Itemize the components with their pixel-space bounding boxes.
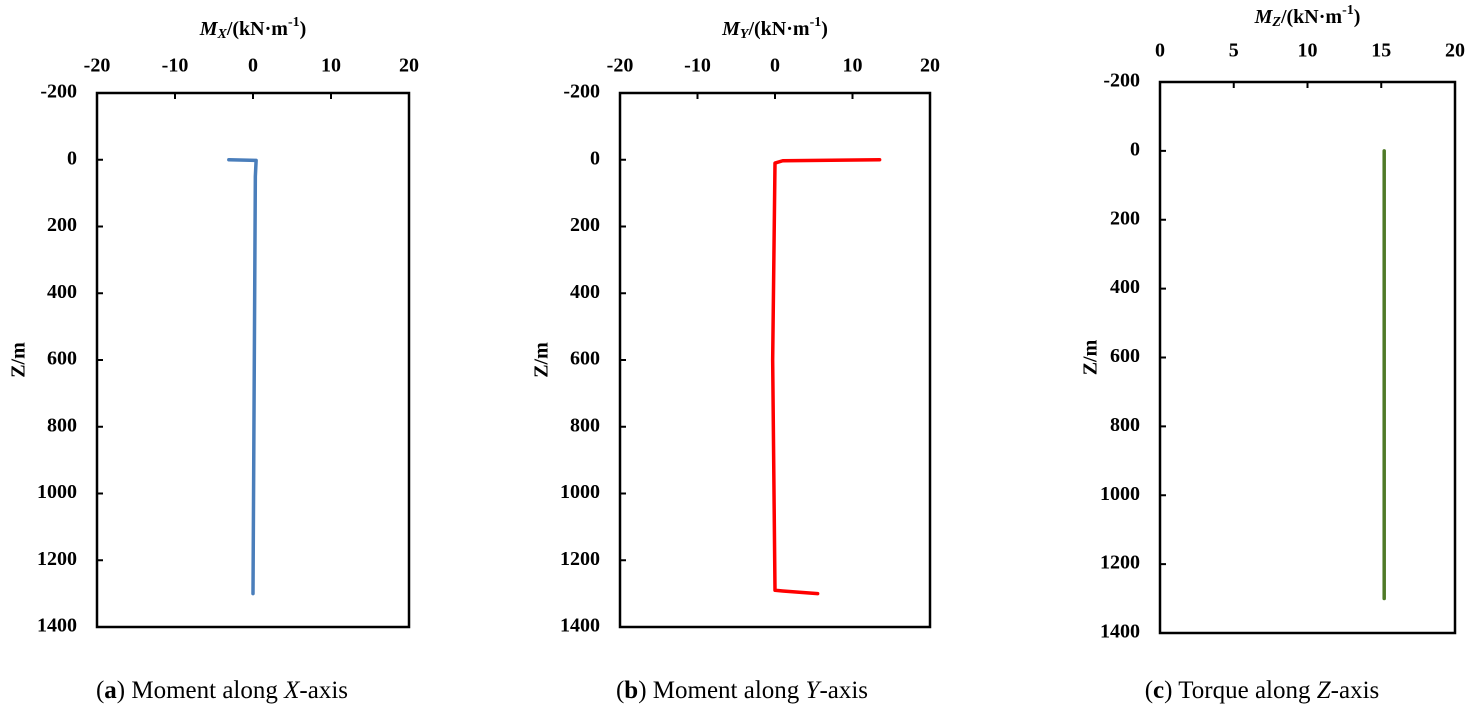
y-tick-label: 200 [47,214,77,236]
y-tick-label: 400 [47,281,77,303]
caption: (b) Moment along Y-axis [616,677,868,704]
x-axis-label-part: Y [740,27,750,42]
caption-part: -axis [819,677,868,704]
caption-part: ) Moment along [638,677,805,704]
y-axis-label: Z/m [1080,339,1102,375]
x-tick-label: -20 [84,55,111,77]
y-tick-label: 800 [570,414,600,436]
x-tick-label: 10 [321,55,341,77]
y-tick-label: 600 [1110,345,1140,367]
y-tick-label: -200 [40,81,77,103]
x-axis-label-part: M [1254,6,1274,28]
x-axis-label-part: M [199,18,219,40]
y-tick-label: 1400 [1100,621,1140,643]
x-tick-label: -10 [684,55,711,77]
y-tick-label: 1200 [560,548,600,570]
caption-part: ( [96,677,104,704]
x-axis-label-part: -1 [288,15,300,30]
y-tick-label: -200 [1103,70,1140,92]
x-axis-label-part: /(kN·m [226,18,288,40]
x-axis-label-part: -1 [1342,3,1354,18]
caption-part: ) Torque along [1164,677,1317,704]
y-axis-label: Z/m [8,342,30,378]
caption-part: Z [1317,677,1332,704]
y-tick-label: 1000 [37,481,77,503]
y-tick-label: 600 [570,348,600,370]
subplot: 0 5 10 15 20-2000200400600800100012001400MZ/… [1080,3,1465,704]
caption-part: ) Moment along [117,677,284,704]
x-axis-label: MZ/(kN·m-1) [1254,3,1361,30]
y-tick-label: 1000 [1100,483,1140,505]
x-tick-label: 0 [1155,40,1165,62]
x-tick-label: 10 [843,55,863,77]
x-tick-label: 10 [1298,40,1318,62]
subplot: -20 -10 0 10 20 -200 0 200 400 600 800 1000 1200 1400… [531,15,940,704]
x-axis-label-part: /(kN·m [1280,6,1342,28]
y-tick-label: 1400 [37,615,77,637]
y-tick-label: 0 [67,147,77,169]
x-axis-label: MY/(kN·m-1) [721,15,828,42]
y-tick-label: 1200 [37,548,77,570]
y-tick-label: 800 [1110,414,1140,436]
caption-part: c [1153,677,1164,704]
caption-part: -axis [299,677,348,704]
caption: (a) Moment along X-axis [96,677,348,704]
x-axis-label-part: /(kN·m [747,18,809,40]
x-tick-label: -20 [607,55,634,77]
y-tick-label: 400 [570,281,600,303]
x-tick-label: 20 [399,55,419,77]
y-tick-label: 200 [1110,207,1140,229]
y-tick-label: 0 [590,147,600,169]
x-tick-label: 0 [770,55,780,77]
y-tick-label: 1400 [560,615,600,637]
x-tick-label: 0 [248,55,258,77]
y-tick-label: 1000 [560,481,600,503]
caption-part: -axis [1331,677,1380,704]
x-axis-label-part: -1 [810,15,822,30]
x-tick-label: -10 [162,55,189,77]
caption-part: X [283,677,301,704]
x-axis-label: MX/(kN·m-1) [199,15,307,42]
caption-part: Y [806,677,823,704]
y-tick-label: 0 [1130,138,1140,160]
x-axis-label-part: M [721,18,741,40]
caption-part: ( [1145,677,1153,704]
caption: (c) Torque along Z-axis [1145,677,1380,704]
x-axis-label-part: Z [1271,15,1281,30]
x-tick-label: 5 [1229,40,1239,62]
subplot: -20 -10 0 10 20 -200 0 200 400 600 800 1000 1200 1400… [8,15,419,704]
plot-frame [1158,80,1457,635]
y-tick-label: 800 [47,414,77,436]
y-tick-label: 1200 [1100,552,1140,574]
x-axis-label-part: ) [300,18,307,40]
data-line [227,158,258,596]
caption-part: a [104,677,117,704]
y-tick-label: -200 [563,81,600,103]
y-tick-label: 600 [47,348,77,370]
caption-part: b [624,677,638,704]
x-axis-label-part: X [216,27,227,42]
data-line [770,158,882,596]
y-axis-label: Z/m [531,342,553,378]
caption-part: ( [616,677,624,704]
x-tick-label: 15 [1371,40,1391,62]
y-tick-label: 400 [1110,276,1140,298]
x-tick-label: 20 [1445,40,1465,62]
x-axis-label-part: ) [821,18,828,40]
x-tick-label: 20 [920,55,940,77]
y-tick-label: 200 [570,214,600,236]
x-axis-label-part: ) [1354,6,1361,28]
